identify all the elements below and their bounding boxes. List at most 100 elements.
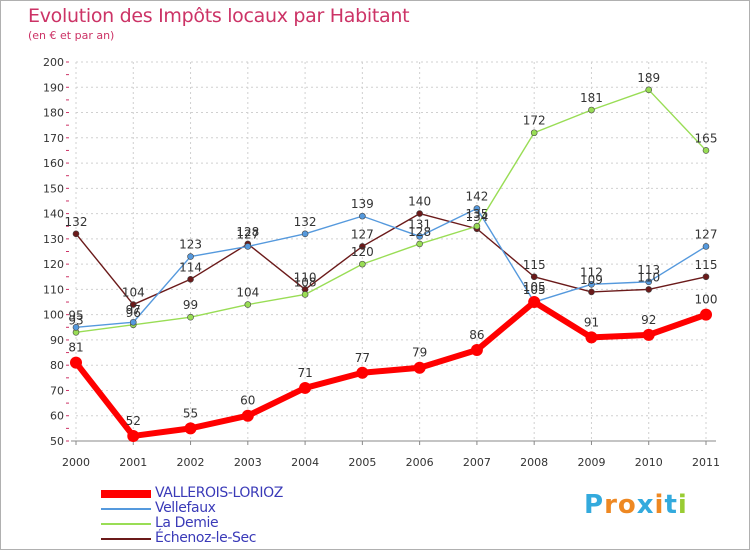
y-tick-label-50: 50: [50, 435, 64, 448]
x-tick-label-2002: 2002: [177, 456, 205, 469]
data-label--chenoz-le-sec-2007: 134: [465, 210, 488, 224]
point-la-demie-2009: [588, 106, 595, 114]
point-la-demie-2005: [359, 260, 366, 268]
x-tick-label-2000: 2000: [62, 456, 90, 469]
point-vellefaux-2003: [244, 243, 252, 250]
legend-swatch: [101, 523, 151, 525]
x-tick-label-2007: 2007: [463, 456, 491, 469]
data-label-vallerois-lorioz-2002: 55: [183, 406, 198, 420]
data-label-vellefaux-2003: 127: [236, 227, 259, 241]
data-label--chenoz-le-sec-2003: 128: [236, 225, 259, 239]
x-tick-label-2011: 2011: [692, 456, 720, 469]
point-vallerois-lorioz-2008: [528, 296, 541, 309]
x-tick-label-2001: 2001: [119, 456, 147, 469]
legend-item: Vellefaux: [101, 500, 361, 517]
data-label--chenoz-le-sec-2011: 115: [695, 258, 718, 272]
data-label-vallerois-lorioz-2006: 79: [412, 346, 427, 360]
point-vellefaux-2001: [129, 318, 137, 326]
y-tick-label-120: 120: [43, 258, 64, 271]
data-label-vallerois-lorioz-2007: 86: [469, 328, 484, 342]
logo-letter: i: [677, 490, 688, 520]
data-label--chenoz-le-sec-2000: 132: [65, 215, 88, 229]
data-labels: 132 104 114 128 110 127 140 134 115 109 110 115 93 96…: [65, 71, 718, 428]
data-label-la-demie-2002: 99: [183, 298, 198, 312]
y-tick-label-190: 190: [43, 81, 64, 94]
chart-subtitle: (en € et par an): [28, 29, 115, 42]
logo-letter: t: [664, 490, 678, 520]
point-vallerois-lorioz-2009: [585, 331, 598, 344]
x-tick-label-2005: 2005: [348, 456, 376, 469]
legend-label: La Demie: [155, 515, 219, 531]
legend-swatch: [101, 508, 151, 510]
line-chart: 50 60 70 80 90 100 110 120 130 140 150 160 170 180 190…: [43, 56, 720, 469]
x-tick-label-2010: 2010: [635, 456, 663, 469]
data-label-la-demie-2001: 96: [126, 306, 141, 320]
point-la-demie-2007: [473, 222, 481, 230]
y-tick-label-130: 130: [43, 233, 64, 246]
series-lines: [73, 89, 707, 439]
series-line-vellefaux: [75, 207, 707, 328]
y-tick-label-200: 200: [43, 56, 64, 69]
legend-label: Vellefaux: [155, 500, 216, 516]
y-tick-label-140: 140: [43, 208, 64, 221]
logo-letter: r: [604, 490, 618, 520]
y-tick-label-160: 160: [43, 157, 64, 170]
data-label-vellefaux-2004: 132: [294, 215, 317, 229]
legend-swatch: [101, 538, 151, 540]
point-la-demie-2002: [187, 313, 194, 321]
data-label-la-demie-2000: 93: [68, 313, 83, 327]
data-label-vallerois-lorioz-2009: 91: [584, 315, 599, 329]
legend-item: VALLEROIS-LORIOZ: [101, 485, 361, 502]
chart-title: Evolution des Impôts locaux par Habitant: [28, 5, 410, 27]
data-label-la-demie-2004: 108: [294, 275, 317, 289]
point-vallerois-lorioz-2010: [642, 328, 655, 341]
legend-swatch: [101, 490, 151, 498]
point-vellefaux-2004: [301, 230, 309, 238]
point-vallerois-lorioz-2007: [470, 344, 483, 357]
point-vallerois-lorioz-2001: [127, 429, 140, 442]
data-label-vallerois-lorioz-2008: 105: [523, 280, 546, 294]
logo-letter: i: [654, 490, 665, 520]
point-vellefaux-2007: [473, 205, 481, 212]
data-label-la-demie-2003: 104: [236, 286, 259, 300]
legend-item: La Demie: [101, 515, 361, 532]
point-vallerois-lorioz-2011: [700, 308, 712, 321]
logo-letter: x: [636, 490, 655, 520]
point-la-demie-2003: [244, 301, 252, 308]
point--chenoz-le-sec-2001: [129, 301, 137, 308]
y-tick-label-90: 90: [50, 334, 64, 347]
point--chenoz-le-sec-2006: [416, 210, 423, 217]
data-label-vellefaux-2001: 97: [126, 303, 141, 317]
x-tick-label-2003: 2003: [234, 456, 262, 469]
data-label-vellefaux-2010: 113: [637, 263, 660, 277]
axes: 50 60 70 80 90 100 110 120 130 140 150 160 170 180 190…: [43, 56, 720, 469]
point-vallerois-lorioz-2003: [241, 409, 254, 422]
y-tick-label-60: 60: [50, 410, 64, 423]
point-vellefaux-2009: [588, 281, 595, 288]
data-label--chenoz-le-sec-2009: 109: [580, 273, 603, 287]
data-label-vellefaux-2011: 127: [695, 227, 718, 241]
point-vellefaux-2011: [702, 243, 710, 250]
logo-letter: o: [617, 490, 637, 520]
data-label-vallerois-lorioz-2011: 100: [695, 293, 718, 307]
series-line-la-demie: [75, 89, 707, 334]
y-tick-label-170: 170: [43, 132, 64, 145]
data-points: [70, 86, 712, 442]
data-label-vellefaux-2000: 95: [68, 308, 83, 322]
series-line--chenoz-le-sec: [75, 212, 707, 306]
data-label-vellefaux-2002: 123: [179, 238, 202, 252]
data-label-vellefaux-2009: 112: [580, 265, 603, 279]
x-tick-label-2004: 2004: [291, 456, 319, 469]
logo-letter: P: [584, 490, 605, 520]
data-label-vellefaux-2006: 131: [408, 217, 431, 231]
y-tick-label-70: 70: [50, 384, 64, 397]
data-label-la-demie-2010: 189: [637, 71, 660, 85]
data-label--chenoz-le-sec-2008: 115: [523, 258, 546, 272]
y-tick-label-110: 110: [43, 283, 64, 296]
point-la-demie-2004: [301, 291, 309, 298]
legend-label: Échenoz-le-Sec: [155, 530, 257, 546]
point-vellefaux-2000: [72, 323, 80, 331]
data-label--chenoz-le-sec-2005: 127: [351, 227, 374, 241]
point-vallerois-lorioz-2000: [70, 356, 82, 369]
